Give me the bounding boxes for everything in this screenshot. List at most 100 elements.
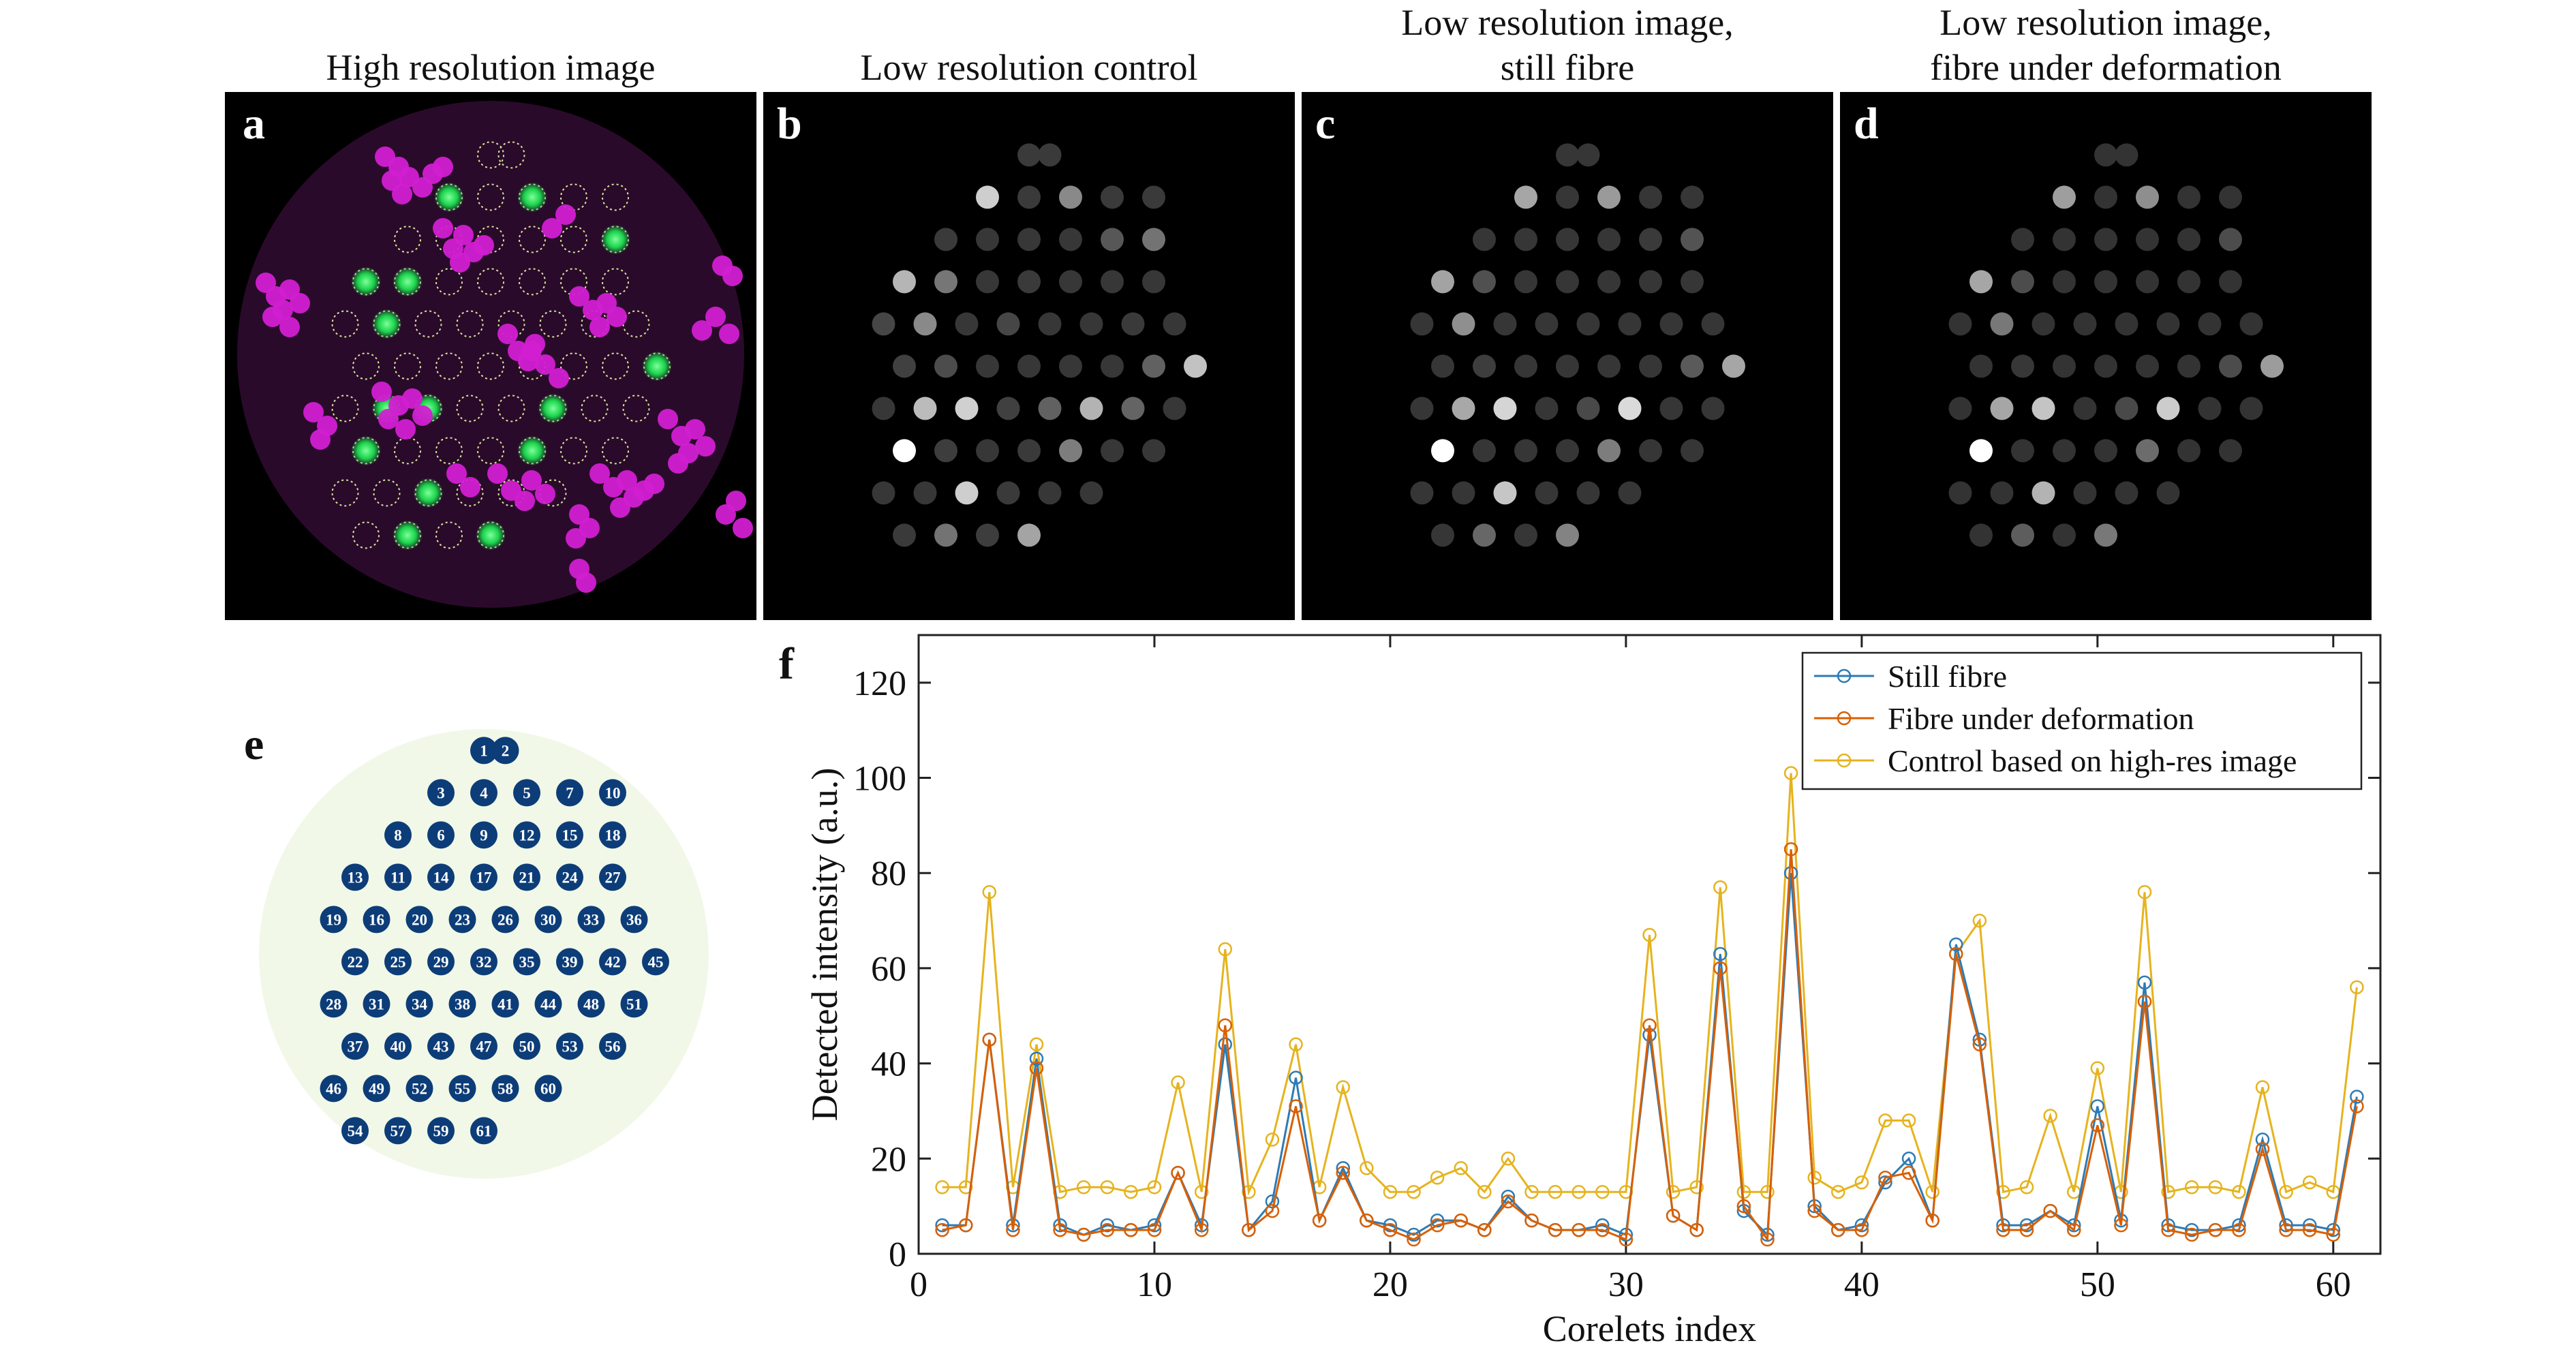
panel-c-title-line-2: still fibre [1500, 47, 1635, 88]
corelet-17 [2094, 270, 2117, 294]
cell-cluster [310, 429, 331, 450]
corelet-dot [341, 863, 369, 891]
data-point [1925, 1213, 1939, 1228]
data-point [2066, 1222, 2081, 1237]
cell-cluster [450, 252, 470, 273]
corelet-43 [976, 439, 999, 463]
corelet-dot [491, 1075, 519, 1103]
corelet-36 [1701, 312, 1725, 336]
corelet-marker-16: 16 [363, 906, 390, 934]
corelet-8 [1473, 228, 1496, 251]
corelet-number: 50 [519, 1038, 535, 1055]
data-point [1666, 1208, 1681, 1223]
fluorescent-bead [538, 393, 568, 424]
data-point [1901, 1166, 1916, 1180]
corelet-dot [534, 990, 562, 1018]
data-point [1571, 1222, 1586, 1237]
corelet-12 [1597, 228, 1621, 251]
corelet-33 [2198, 312, 2222, 336]
corelet-46 [1410, 481, 1434, 505]
corelet-44 [1618, 397, 1642, 420]
data-point [1006, 1218, 1020, 1233]
corelet-dot [642, 948, 669, 976]
cell-cluster [290, 293, 310, 313]
data-point [2043, 1109, 2057, 1123]
corelet-number: 39 [562, 953, 578, 970]
data-point [2232, 1218, 2246, 1233]
corelet-56 [2219, 439, 2242, 463]
corelet-40 [2011, 439, 2034, 463]
panel-a-label: a [243, 99, 265, 149]
corelet-41 [1576, 397, 1600, 420]
corelet-51 [2239, 397, 2263, 420]
corelet-number: 27 [605, 869, 621, 886]
data-point [1289, 1099, 1303, 1113]
corelet-outline [519, 226, 546, 253]
corelet-13 [1431, 270, 1454, 294]
x-axis-label: Corelets index [1543, 1308, 1756, 1349]
data-point [2161, 1222, 2175, 1237]
corelet-39 [1101, 354, 1124, 378]
corelet-outline [602, 268, 629, 296]
corelet-12 [2136, 228, 2159, 251]
y-tick-label: 60 [871, 950, 906, 989]
corelet-14 [976, 270, 999, 294]
data-point [1642, 927, 1657, 942]
corelet-36 [2239, 312, 2263, 336]
data-point [2302, 1175, 2317, 1190]
cell-cluster [695, 436, 716, 457]
corelet-dot [427, 779, 455, 807]
corelet-marker-50: 50 [513, 1032, 540, 1060]
corelet-marker-17: 17 [470, 863, 497, 891]
data-point [1524, 1184, 1539, 1199]
corelet-number: 31 [369, 996, 384, 1013]
corelet-number: 24 [562, 869, 579, 886]
x-tick-label: 10 [1137, 1265, 1172, 1304]
panel-e-label: e [244, 720, 264, 769]
data-point [2326, 1222, 2341, 1237]
corelet-22 [893, 354, 916, 378]
cell-cluster [716, 504, 736, 525]
data-point [2090, 1118, 2105, 1132]
data-point [2019, 1180, 2034, 1195]
legend-label: Control based on high-res image [1888, 743, 2297, 778]
data-point [1524, 1213, 1539, 1228]
corelet-19 [1948, 312, 1972, 336]
data-point [1100, 1218, 1115, 1233]
corelet-36 [1163, 312, 1186, 336]
data-point [1312, 1213, 1327, 1228]
corelet-21 [1597, 270, 1621, 294]
cell-cluster [617, 470, 637, 491]
corelet-dot [599, 779, 626, 807]
corelet-marker-53: 53 [556, 1032, 583, 1060]
corelet-53 [1101, 439, 1124, 463]
corelet-59 [2053, 523, 2076, 547]
corelet-11 [1473, 270, 1496, 294]
corelet-number: 20 [412, 911, 427, 928]
corelet-30 [1618, 312, 1642, 336]
corelet-43 [2053, 439, 2076, 463]
corelet-dot [427, 1117, 455, 1145]
panel-b-low-res-control: b [763, 92, 1295, 620]
panel-c-low-res-still: c [1302, 92, 1833, 620]
corelet-50 [2136, 439, 2159, 463]
corelet-37 [1431, 439, 1454, 463]
corelet-40 [1473, 439, 1496, 463]
corelet-15 [1101, 228, 1124, 251]
corelet-marker-38: 38 [448, 990, 476, 1018]
cell-cluster [705, 307, 726, 327]
data-point [1595, 1184, 1610, 1199]
fluorescent-bead [351, 435, 381, 466]
corelet-61 [1017, 523, 1041, 547]
corelet-dot [470, 737, 497, 765]
corelet-outline [560, 226, 587, 253]
corelet-marker-57: 57 [384, 1117, 412, 1145]
corelet-dot [341, 1032, 369, 1060]
corelet-32 [1017, 354, 1041, 378]
data-point [1996, 1222, 2010, 1237]
corelet-marker-21: 21 [513, 863, 540, 891]
cell-cluster [566, 528, 586, 549]
data-point [2043, 1203, 2057, 1218]
data-point [2279, 1218, 2293, 1233]
